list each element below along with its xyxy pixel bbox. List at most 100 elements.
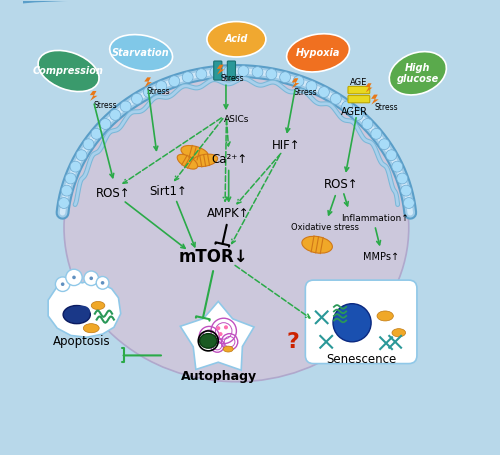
Circle shape xyxy=(96,277,109,289)
Circle shape xyxy=(66,269,82,286)
Text: AMPK↑: AMPK↑ xyxy=(207,207,250,220)
Polygon shape xyxy=(90,91,98,101)
Polygon shape xyxy=(180,302,254,370)
Ellipse shape xyxy=(200,334,217,348)
Circle shape xyxy=(397,173,407,184)
Circle shape xyxy=(110,110,120,120)
Circle shape xyxy=(61,185,72,196)
Circle shape xyxy=(210,67,220,78)
Ellipse shape xyxy=(177,154,198,169)
Circle shape xyxy=(216,326,220,330)
Ellipse shape xyxy=(63,305,90,324)
Circle shape xyxy=(404,197,414,208)
Ellipse shape xyxy=(91,302,105,309)
Ellipse shape xyxy=(302,236,332,253)
Circle shape xyxy=(72,276,76,279)
Text: Acid: Acid xyxy=(224,34,248,44)
Text: AGER: AGER xyxy=(341,107,368,117)
Ellipse shape xyxy=(207,21,266,57)
Circle shape xyxy=(84,271,98,286)
Circle shape xyxy=(386,150,396,161)
Circle shape xyxy=(91,128,102,139)
Text: Oxidative stress: Oxidative stress xyxy=(291,223,359,232)
Circle shape xyxy=(342,101,352,112)
Circle shape xyxy=(371,128,382,139)
Circle shape xyxy=(58,197,70,208)
Circle shape xyxy=(218,332,222,336)
Polygon shape xyxy=(144,77,152,87)
Text: Autophagy: Autophagy xyxy=(181,370,257,383)
Text: Ca²⁺↑: Ca²⁺↑ xyxy=(212,153,248,166)
Text: ASICs: ASICs xyxy=(224,115,249,124)
FancyBboxPatch shape xyxy=(348,86,370,94)
Circle shape xyxy=(293,76,304,86)
FancyBboxPatch shape xyxy=(348,96,370,103)
Text: HIF↑: HIF↑ xyxy=(272,139,300,152)
Circle shape xyxy=(306,81,317,91)
Ellipse shape xyxy=(392,329,406,337)
Circle shape xyxy=(352,110,363,120)
Circle shape xyxy=(318,86,330,97)
Text: mTOR↓: mTOR↓ xyxy=(179,248,248,266)
Circle shape xyxy=(266,69,277,80)
Circle shape xyxy=(169,76,179,86)
Text: Stress: Stress xyxy=(374,103,398,112)
Circle shape xyxy=(83,139,94,150)
Text: Senescence: Senescence xyxy=(326,353,396,365)
Text: Sirt1↑: Sirt1↑ xyxy=(150,185,188,198)
Circle shape xyxy=(330,93,342,104)
Text: Stress: Stress xyxy=(220,74,244,83)
FancyBboxPatch shape xyxy=(16,0,483,455)
Circle shape xyxy=(392,161,402,172)
Text: Compression: Compression xyxy=(33,66,104,76)
Circle shape xyxy=(132,93,142,104)
Ellipse shape xyxy=(192,154,218,167)
FancyBboxPatch shape xyxy=(228,61,235,80)
Polygon shape xyxy=(217,65,224,75)
Text: ROS↑: ROS↑ xyxy=(96,187,130,200)
Polygon shape xyxy=(292,78,300,88)
Text: ?: ? xyxy=(286,332,300,352)
Text: ROS↑: ROS↑ xyxy=(324,178,358,191)
Circle shape xyxy=(70,161,81,172)
Circle shape xyxy=(120,101,131,112)
Circle shape xyxy=(333,303,371,342)
Circle shape xyxy=(196,69,207,80)
Ellipse shape xyxy=(286,34,350,72)
Text: AGE: AGE xyxy=(350,78,368,87)
Circle shape xyxy=(224,325,228,329)
Ellipse shape xyxy=(390,51,446,95)
Text: Apoptosis: Apoptosis xyxy=(54,335,111,349)
Circle shape xyxy=(156,81,167,91)
Circle shape xyxy=(182,72,193,83)
Circle shape xyxy=(90,277,93,280)
Polygon shape xyxy=(48,280,120,337)
Circle shape xyxy=(238,66,249,76)
Polygon shape xyxy=(371,95,378,105)
Ellipse shape xyxy=(38,51,99,91)
Circle shape xyxy=(400,185,411,196)
Circle shape xyxy=(379,139,390,150)
Ellipse shape xyxy=(70,306,90,320)
Text: Stress: Stress xyxy=(146,87,170,96)
Ellipse shape xyxy=(64,73,409,382)
Text: MMPs↑: MMPs↑ xyxy=(364,252,400,262)
Circle shape xyxy=(362,119,373,130)
FancyBboxPatch shape xyxy=(214,61,222,80)
Circle shape xyxy=(280,72,290,83)
Text: Inflammation↑: Inflammation↑ xyxy=(341,214,408,223)
Circle shape xyxy=(101,281,104,285)
Text: Starvation: Starvation xyxy=(112,48,170,58)
Ellipse shape xyxy=(110,35,172,71)
Ellipse shape xyxy=(181,146,208,160)
Ellipse shape xyxy=(377,311,394,321)
Text: High
glucose: High glucose xyxy=(396,63,439,84)
Text: Stress: Stress xyxy=(93,101,116,110)
Circle shape xyxy=(65,173,76,184)
Circle shape xyxy=(61,283,64,286)
Circle shape xyxy=(144,86,154,97)
Ellipse shape xyxy=(84,324,99,333)
FancyBboxPatch shape xyxy=(306,280,417,364)
Circle shape xyxy=(224,66,235,76)
Circle shape xyxy=(100,119,111,130)
